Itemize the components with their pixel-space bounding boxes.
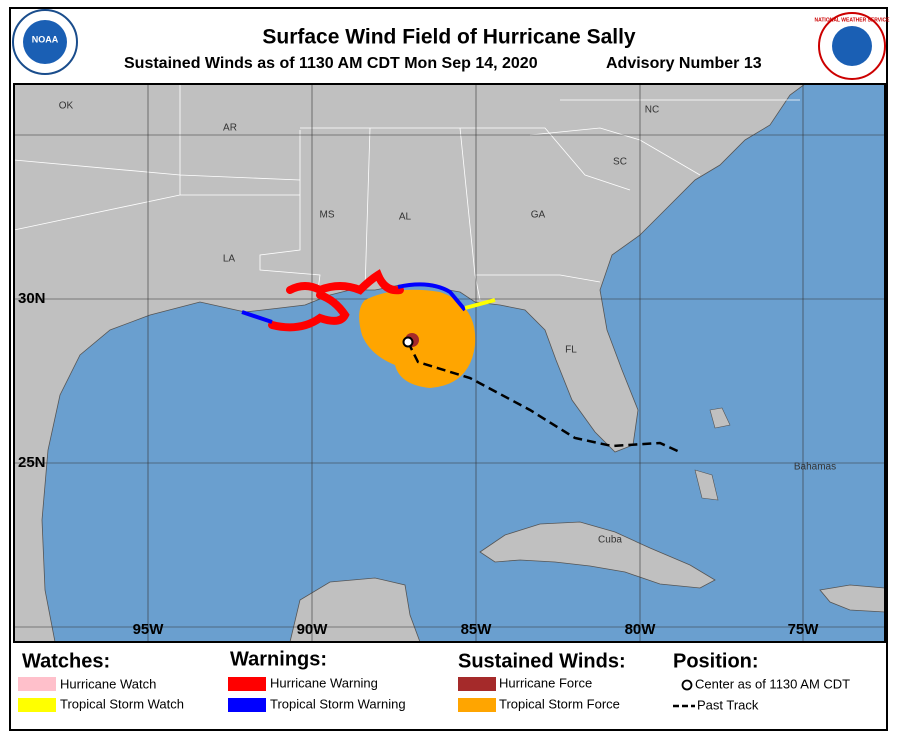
tropical-storm-watch	[464, 298, 496, 310]
state-label: AR	[223, 123, 237, 134]
state-label: SC	[613, 157, 627, 168]
legend-item: Center as of 1130 AM CDT	[695, 676, 850, 691]
north-america	[14, 84, 806, 642]
lon-label: 80W	[625, 621, 657, 638]
state-label: GA	[531, 210, 546, 221]
state-label: OK	[59, 101, 74, 112]
lat-label: 25N	[18, 454, 46, 471]
state-label: AL	[399, 212, 412, 223]
legend-title: Sustained Winds:	[458, 650, 626, 672]
state-label: NC	[645, 105, 659, 116]
subtitle: Sustained Winds as of 1130 AM CDT Mon Se…	[124, 55, 538, 72]
tropical-storm-warning	[397, 282, 467, 312]
legend-item: Past Track	[697, 697, 759, 712]
legend-swatch	[18, 677, 56, 691]
legend-item: Hurricane Force	[499, 675, 592, 690]
state-label: LA	[223, 254, 236, 265]
map: OK AR MS AL LA GA SC NC FL Bahamas Cuba …	[14, 84, 885, 642]
lon-label: 85W	[461, 621, 493, 638]
state-label: MS	[320, 210, 335, 221]
legend-title: Watches:	[22, 650, 110, 672]
legend-item: Tropical Storm Warning	[270, 696, 406, 711]
lat-label: 30N	[18, 290, 46, 307]
lon-label: 90W	[297, 621, 329, 638]
nws-logo-text: NATIONAL WEATHER SERVICE	[815, 17, 891, 23]
legend-center-icon	[681, 679, 693, 691]
legend: Watches: Hurricane Watch Tropical Storm …	[18, 648, 850, 712]
lon-label: 95W	[133, 621, 165, 638]
place-label: Cuba	[598, 535, 622, 546]
past-track	[406, 341, 683, 455]
legend-swatch	[228, 698, 266, 712]
hispaniola	[819, 584, 885, 613]
legend-item: Tropical Storm Force	[499, 696, 620, 711]
map-border	[13, 83, 886, 643]
advisory: Advisory Number 13	[606, 55, 762, 72]
lon-label: 75W	[788, 621, 820, 638]
state-label: FL	[565, 345, 577, 356]
legend-item: Hurricane Warning	[270, 675, 378, 690]
legend-swatch	[458, 677, 496, 691]
legend-swatch	[18, 698, 56, 712]
legend-item: Tropical Storm Watch	[60, 696, 184, 711]
noaa-logo-text: NOAA	[32, 34, 59, 44]
legend-swatch	[228, 677, 266, 691]
bahamas	[709, 407, 731, 429]
legend-item: Hurricane Watch	[60, 676, 156, 691]
legend-title: Position:	[673, 650, 759, 672]
yucatan	[289, 577, 421, 642]
place-label: Bahamas	[794, 462, 836, 473]
bahamas	[694, 469, 719, 501]
legend-title: Warnings:	[230, 648, 327, 670]
grid	[14, 84, 885, 642]
hurricane-warning	[286, 269, 404, 295]
noaa-logo-inner	[23, 20, 67, 64]
storm-center	[402, 336, 414, 348]
tropical-storm-warning	[241, 310, 273, 324]
state-lines	[14, 84, 800, 301]
legend-swatch	[458, 698, 496, 712]
hurricane-warning	[268, 291, 350, 332]
nws-logo-inner	[832, 26, 872, 66]
cuba	[479, 521, 716, 589]
title: Surface Wind Field of Hurricane Sally	[262, 26, 636, 49]
